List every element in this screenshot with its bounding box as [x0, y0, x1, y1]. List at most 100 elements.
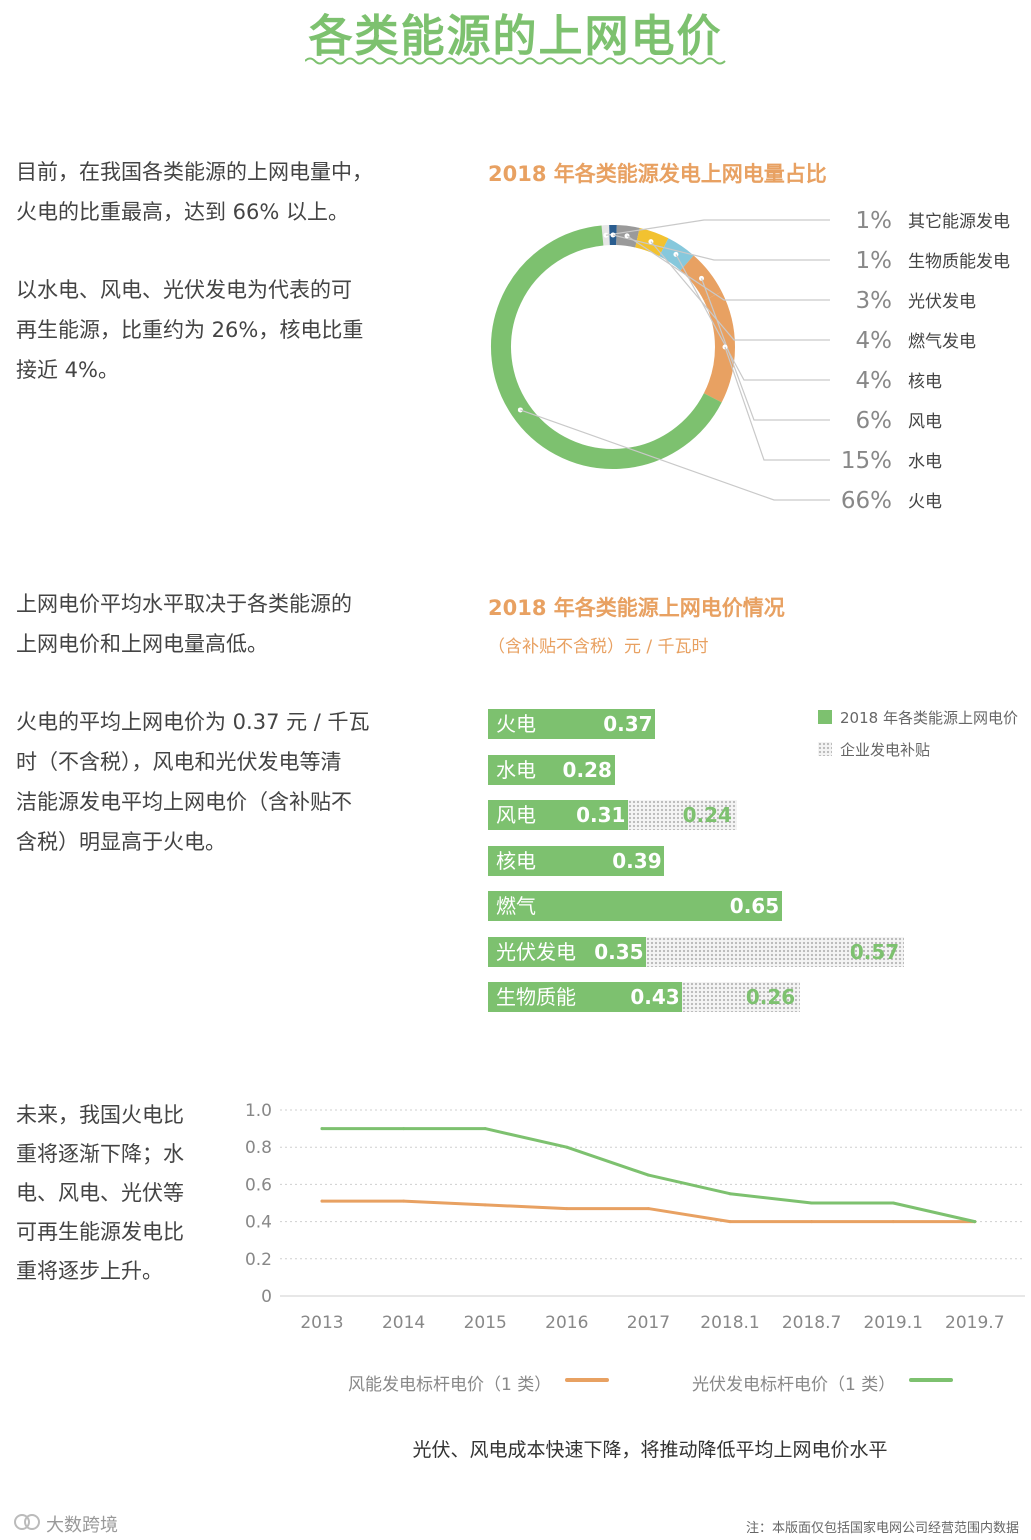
line-xtick-3: 2016	[545, 1313, 588, 1333]
line-point-0-2	[483, 1203, 487, 1207]
line-point-1-7	[891, 1201, 895, 1205]
line-ytick-0: 0	[261, 1287, 272, 1307]
bar-legend-price-label: 2018 年各类能源上网电价	[840, 709, 1018, 727]
line-point-0-3	[565, 1207, 569, 1211]
bar-subsidy-value-2: 0.24	[682, 803, 732, 827]
line-point-1-6	[810, 1201, 814, 1205]
donut-legend-pct-1: 1%	[856, 248, 893, 274]
line-point-1-2	[483, 1127, 487, 1131]
line-xtick-7: 2019.1	[863, 1313, 922, 1333]
line-xtick-4: 2017	[627, 1313, 670, 1333]
bar-legend-subsidy-swatch	[818, 742, 832, 756]
line-point-0-1	[402, 1199, 406, 1203]
line-ytick-3: 0.6	[245, 1175, 272, 1195]
bar-category-label-5: 光伏发电	[496, 939, 576, 964]
donut-leader-line-6	[724, 346, 830, 461]
line-xtick-5: 2018.1	[700, 1313, 759, 1333]
bar-subsidy-value-6: 0.26	[745, 985, 796, 1009]
line-point-0-6	[810, 1220, 814, 1224]
bar-legend-subsidy-label: 企业发电补贴	[840, 741, 931, 759]
intro-paragraph-4: 火电的平均上网电价为 0.37 元 / 千瓦 时（不含税），风电和光伏发电等清 …	[16, 710, 370, 854]
line-ytick-2: 0.4	[245, 1213, 272, 1233]
line-chart: 0 0.2 0.4 0.6 0.8 1.0 2013 2014 2015 2016 2017 2018…	[245, 1101, 1025, 1333]
donut-legend-name-3: 燃气发电	[908, 332, 976, 352]
bar-price-value-3: 0.39	[612, 848, 662, 873]
bar-price-0	[488, 709, 656, 739]
brand-logo-icon	[14, 1512, 40, 1532]
bar-category-label-3: 核电	[496, 848, 536, 873]
bar-category-label-2: 风电	[496, 803, 536, 827]
line-legend-solar-label: 光伏发电标杆电价（1 类）	[692, 1375, 896, 1395]
donut-legend-pct-7: 66%	[841, 488, 892, 514]
line-point-1-4	[646, 1173, 650, 1177]
bar-category-label-0: 火电	[496, 712, 536, 736]
bar-legend-price-swatch	[818, 710, 832, 724]
line-point-1-5	[728, 1192, 732, 1196]
bar-price-value-1: 0.28	[562, 757, 612, 782]
bar-price-value-5: 0.35	[594, 939, 644, 964]
line-legend-wind-label: 风能发电标杆电价（1 类）	[348, 1375, 552, 1395]
line-xtick-2: 2015	[464, 1313, 507, 1333]
bar-price-value-0: 0.37	[603, 712, 653, 736]
bar-price-5	[488, 936, 647, 967]
donut-legend-pct-6: 15%	[841, 448, 892, 474]
donut-leader-line-4	[675, 254, 830, 381]
line-legend-wind-swatch	[565, 1378, 609, 1382]
donut-legend-name-2: 光伏发电	[908, 292, 976, 312]
intro-paragraph-5: 未来，我国火电比 重将逐渐下降；水 电、风电、光伏等 可再生能源发电比 重将逐步…	[16, 1103, 184, 1283]
donut-title: 2018 年各类能源发电上网电量占比	[488, 162, 827, 186]
bar-subsidy-6	[682, 982, 800, 1012]
line-point-1-8	[973, 1220, 977, 1224]
donut-leader-line-3	[650, 241, 830, 341]
donut-legend-name-4: 核电	[908, 372, 942, 392]
donut-legend-name-0: 其它能源发电	[908, 212, 1010, 232]
donut-legend-name-6: 水电	[908, 452, 942, 472]
bar-chart-subtitle: （含补贴不含税）元 / 千瓦时	[488, 637, 709, 657]
donut-chart: 1% 其它能源发电 1% 生物质能发电 3% 光伏发电 4% 燃气发电 4% 核电 6% 风电 15% 水…	[491, 208, 1010, 514]
bar-price-6	[488, 982, 683, 1012]
donut-leader-line-7	[520, 409, 830, 501]
page-title: 各类能源的上网电价	[308, 11, 723, 62]
donut-legend-name-1: 生物质能发电	[908, 252, 1010, 272]
bar-price-value-4: 0.65	[729, 894, 780, 918]
bar-price-1	[488, 754, 615, 785]
line-point-0-4	[646, 1207, 650, 1211]
bar-category-label-1: 水电	[496, 757, 536, 782]
line-ytick-4: 0.8	[245, 1138, 272, 1158]
brand-watermark: 大数跨境	[46, 1515, 118, 1536]
line-ytick-5: 1.0	[245, 1101, 272, 1121]
footnote: 注：本版面仅包括国家电网公司经营范围内数据	[745, 1521, 1019, 1536]
bar-price-3	[488, 845, 665, 876]
donut-leader-line-5	[700, 278, 830, 421]
bar-price-value-2: 0.31	[576, 803, 626, 827]
line-xtick-6: 2018.7	[782, 1313, 841, 1333]
bar-category-label-6: 生物质能	[496, 985, 576, 1009]
line-xtick-8: 2019.7	[945, 1313, 1004, 1333]
bar-category-label-4: 燃气	[496, 894, 536, 918]
line-point-0-5	[728, 1220, 732, 1224]
line-xtick-1: 2014	[382, 1313, 425, 1333]
line-xtick-0: 2013	[300, 1313, 343, 1333]
line-point-1-3	[565, 1145, 569, 1149]
donut-legend-name-7: 火电	[908, 492, 942, 512]
donut-leader-line-1	[612, 234, 830, 261]
bar-chart-title: 2018 年各类能源上网电价情况	[488, 596, 785, 620]
intro-paragraph-3: 上网电价平均水平取决于各类能源的 上网电价和上网电量高低。	[16, 592, 352, 656]
donut-legend-name-5: 风电	[908, 412, 942, 432]
donut-leader-line-0	[605, 219, 830, 236]
donut-legend-pct-2: 3%	[856, 288, 893, 314]
bar-subsidy-5	[646, 936, 904, 967]
line-ytick-1: 0.2	[245, 1250, 272, 1270]
donut-leader-dot-5	[698, 275, 704, 281]
donut-leader-dot-7	[517, 407, 523, 413]
donut-legend-pct-4: 4%	[856, 368, 893, 394]
bar-price-2	[488, 800, 629, 830]
chart-caption: 光伏、风电成本快速下降，将推动降低平均上网电价水平	[412, 1439, 888, 1461]
line-point-1-0	[320, 1127, 324, 1131]
donut-legend-pct-5: 6%	[856, 408, 893, 434]
intro-paragraph-1: 目前，在我国各类能源的上网电量中， 火电的比重最高，达到 66% 以上。	[16, 160, 373, 224]
line-point-0-0	[320, 1199, 324, 1203]
title-underline	[305, 57, 726, 65]
donut-legend-pct-3: 4%	[856, 328, 893, 354]
intro-paragraph-2: 以水电、风电、光伏发电为代表的可 再生能源，比重约为 26%，核电比重 接近 4…	[16, 278, 364, 382]
